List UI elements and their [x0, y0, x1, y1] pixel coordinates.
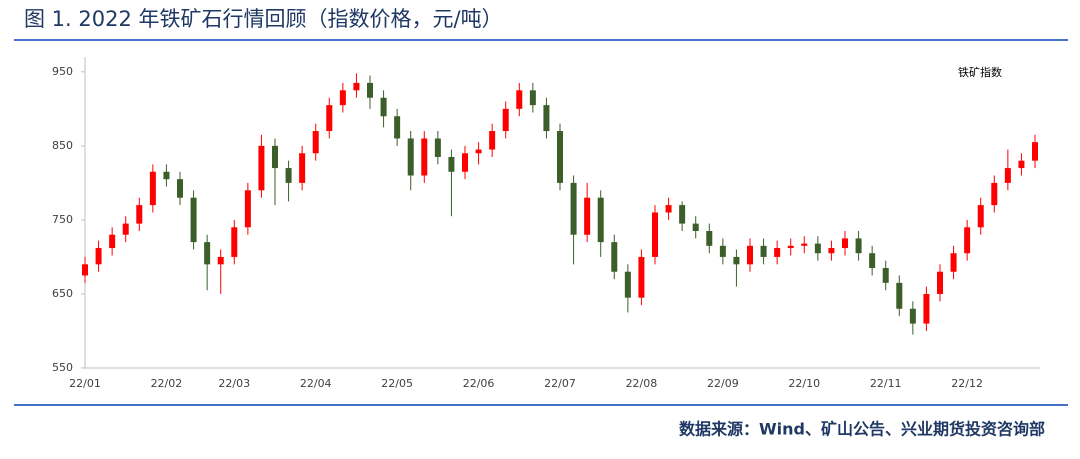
candle-body [882, 268, 889, 283]
candle-body [367, 82, 373, 98]
x-tick-label: 22/04 [300, 377, 332, 390]
candle-body [326, 105, 333, 132]
y-tick-label: 550 [52, 361, 73, 374]
candle-body [190, 197, 197, 243]
candle-body [774, 248, 781, 257]
x-tick-label: 22/06 [463, 377, 495, 390]
candle-body [407, 138, 414, 176]
x-tick-label: 22/11 [870, 377, 902, 390]
candle-body [991, 182, 998, 206]
candle-body [828, 248, 835, 254]
candle-body [814, 243, 821, 254]
candle-body [109, 234, 116, 249]
candle-body [855, 238, 862, 254]
candle-body [312, 131, 319, 154]
candle-body [163, 171, 170, 180]
candle-body [923, 293, 930, 324]
candle-body [597, 197, 604, 243]
candle-body [937, 271, 943, 294]
candle-body [950, 253, 957, 272]
candle-body [217, 256, 224, 265]
candle-body [258, 145, 265, 191]
candle-body [692, 223, 699, 232]
candle-body [285, 168, 292, 183]
candle-body [339, 90, 346, 106]
candle-body [434, 138, 441, 157]
candle-body [502, 108, 509, 132]
candle-body [896, 282, 903, 309]
legend-label: 铁矿指数 [958, 65, 1002, 79]
candle-body [1032, 142, 1038, 161]
x-tick-label: 22/01 [69, 377, 101, 390]
candle-body [760, 245, 767, 257]
x-tick-label: 22/05 [381, 377, 413, 390]
candle-body [149, 171, 156, 206]
candle-body [177, 179, 183, 198]
x-tick-label: 22/02 [151, 377, 183, 390]
candle-body [380, 97, 387, 117]
y-tick-label: 950 [52, 65, 73, 78]
x-tick-label: 22/09 [707, 377, 739, 390]
candle-body [1004, 168, 1011, 183]
candle-body [394, 116, 401, 139]
candle-body [1018, 160, 1025, 169]
candle-body [679, 205, 686, 224]
candle-body [733, 256, 740, 265]
candle-body [665, 205, 672, 213]
x-tick-label: 22/08 [626, 377, 658, 390]
candle-body [448, 156, 455, 172]
candle-body [543, 105, 550, 132]
candle-body [529, 90, 536, 106]
candle-body [652, 212, 658, 257]
candle-body [489, 131, 496, 150]
candle-body [95, 248, 102, 265]
candle-body [557, 131, 563, 183]
candle-body [299, 153, 306, 183]
candle-body [244, 190, 251, 228]
x-tick-label: 22/03 [218, 377, 250, 390]
candle-body [421, 138, 428, 176]
x-tick-label: 22/10 [788, 377, 820, 390]
candle-body [706, 231, 713, 246]
candle-body [977, 205, 984, 228]
candle-body [869, 253, 876, 269]
x-tick-label: 22/12 [951, 377, 983, 390]
candle-body [964, 227, 971, 254]
x-tick-label: 22/07 [544, 377, 576, 390]
candle-body [909, 308, 916, 324]
candle-body [231, 227, 238, 257]
y-tick-label: 850 [52, 139, 73, 152]
candle-body [462, 153, 468, 172]
candle-body [801, 243, 808, 246]
candle-body [719, 245, 726, 257]
candle-body [272, 145, 278, 169]
candle-body [747, 245, 753, 265]
candle-body [624, 271, 631, 298]
candle-body [136, 205, 143, 224]
candle-body [638, 256, 645, 298]
candle-body [516, 90, 523, 109]
y-tick-label: 750 [52, 213, 73, 226]
candle-body [570, 182, 577, 235]
candle-body [353, 82, 360, 91]
source: 数据来源：Wind、矿山公告、兴业期货投资咨询部 [679, 420, 1045, 439]
y-tick-label: 650 [52, 287, 73, 300]
candle-body [611, 242, 618, 272]
candle-body [475, 149, 482, 154]
candle-body [787, 245, 794, 249]
candle-body [584, 197, 591, 235]
chart-title: 图 1. 2022 年铁矿石行情回顾（指数价格，元/吨） [24, 7, 503, 31]
candle-body [82, 264, 88, 276]
candle-body [204, 242, 211, 265]
candle-body [122, 223, 129, 235]
candle-body [842, 238, 848, 249]
